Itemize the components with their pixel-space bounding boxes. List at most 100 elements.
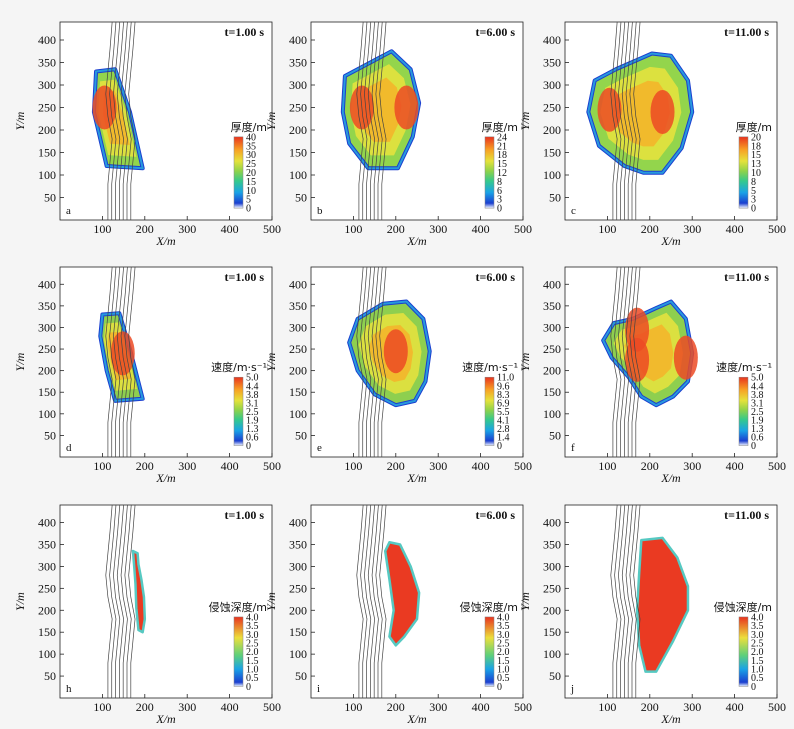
channel-line-1	[109, 505, 117, 698]
x-tick-label: 500	[768, 222, 786, 236]
colorbar-tick: 13	[751, 159, 761, 170]
colorbar	[484, 616, 495, 687]
colorbar-tick: 4.0	[246, 612, 259, 623]
channel-line-6	[379, 22, 387, 220]
y-tick-label: 100	[38, 168, 56, 182]
channel-line-6	[633, 505, 641, 698]
x-tick-label: 400	[472, 222, 490, 236]
hotspot-1	[597, 87, 622, 132]
colorbar-title: 速度/m·s⁻¹	[716, 360, 772, 374]
channel-line-5	[629, 22, 637, 220]
channel-line-5	[124, 505, 132, 698]
x-tick-label: 200	[387, 222, 405, 236]
x-tick-label: 300	[429, 459, 447, 473]
colorbar-tick: 0	[751, 441, 756, 452]
y-tick-label: 100	[289, 407, 307, 421]
panel-a: 100 200 300 400 50050100150200250300350400X/…	[13, 21, 281, 248]
channel-line-0	[610, 22, 618, 220]
x-tick-label: 500	[263, 459, 281, 473]
channel-line-6	[379, 267, 387, 457]
x-axis-label: X/m	[155, 234, 176, 248]
colorbar-tick: 6.9	[497, 398, 510, 409]
x-tick-label: 300	[178, 700, 196, 714]
y-tick-label: 50	[295, 428, 307, 442]
x-tick-label: 300	[178, 459, 196, 473]
hotspot-0	[383, 329, 408, 374]
y-tick-label: 300	[543, 559, 561, 573]
channel-line-3	[621, 22, 629, 220]
y-tick-label: 250	[543, 101, 561, 115]
colorbar-tick: 15	[497, 159, 507, 170]
y-tick-label: 100	[543, 168, 561, 182]
channel-line-2	[618, 22, 626, 220]
colorbar-tick: 8	[497, 177, 502, 188]
y-axis-label: Y/m	[518, 592, 532, 611]
y-tick-label: 250	[289, 581, 307, 595]
y-tick-label: 200	[543, 123, 561, 137]
y-tick-label: 200	[543, 603, 561, 617]
colorbar-tick: 20	[751, 132, 761, 143]
channel-line-5	[375, 22, 383, 220]
y-tick-label: 50	[549, 428, 561, 442]
x-tick-label: 200	[641, 222, 659, 236]
colorbar-tick: 4.0	[497, 612, 510, 623]
x-tick-label: 500	[768, 459, 786, 473]
channel-line-4	[625, 267, 633, 457]
x-tick-label: 500	[768, 700, 786, 714]
colorbar-tick: 4.1	[497, 415, 510, 426]
y-tick-label: 300	[289, 559, 307, 573]
y-tick-label: 300	[38, 78, 56, 92]
colorbar-tick: 4.4	[751, 381, 764, 392]
colorbar-tick: 0	[751, 204, 756, 215]
channel-line-3	[367, 267, 375, 457]
channel-line-1	[109, 22, 117, 220]
y-tick-label: 250	[543, 342, 561, 356]
y-tick-label: 50	[44, 669, 56, 683]
x-tick-label: 400	[472, 459, 490, 473]
plot-area	[91, 22, 145, 220]
colorbar-title: 厚度/m	[482, 120, 518, 134]
colorbar-tick: 2.8	[497, 424, 510, 435]
channel-line-5	[124, 267, 132, 457]
channel-line-3	[116, 505, 124, 698]
colorbar-title: 侵蚀深度/m	[714, 600, 772, 614]
panel-letter: h	[66, 683, 72, 695]
y-tick-label: 200	[38, 603, 56, 617]
x-tick-label: 100	[598, 700, 616, 714]
colorbar-title: 侵蚀深度/m	[209, 600, 267, 614]
y-axis-label: Y/m	[264, 592, 278, 611]
x-tick-label: 100	[344, 459, 362, 473]
colorbar-tick: 3.8	[246, 390, 259, 401]
y-tick-label: 50	[295, 669, 307, 683]
colorbar-tick: 40	[246, 132, 256, 143]
colorbar-tick: 11.0	[497, 373, 514, 384]
y-tick-label: 400	[38, 33, 56, 47]
hotspot-0	[92, 85, 117, 130]
colorbar-tick: 1.3	[246, 424, 259, 435]
channel-line-4	[120, 267, 128, 457]
panel-letter: f	[571, 442, 575, 454]
x-tick-label: 400	[472, 700, 490, 714]
y-tick-label: 250	[38, 101, 56, 115]
y-tick-label: 150	[38, 625, 56, 639]
y-tick-label: 250	[38, 581, 56, 595]
y-tick-label: 200	[543, 364, 561, 378]
x-tick-label: 400	[221, 222, 239, 236]
panel-letter: a	[66, 205, 71, 217]
colorbar-tick: 9.6	[497, 381, 510, 392]
channel-line-6	[128, 22, 136, 220]
flow-region	[131, 549, 147, 634]
channel-line-6	[379, 505, 387, 698]
y-tick-label: 250	[38, 342, 56, 356]
channel-line-2	[113, 22, 121, 220]
colorbar-tick: 30	[246, 150, 256, 161]
y-tick-label: 200	[289, 603, 307, 617]
plot-area	[610, 505, 690, 698]
colorbar	[484, 376, 495, 446]
colorbar-tick: 5.5	[497, 407, 510, 418]
x-tick-label: 200	[387, 700, 405, 714]
time-label: t=6.00 s	[475, 25, 515, 39]
channel-line-0	[356, 22, 364, 220]
y-tick-label: 300	[543, 78, 561, 92]
panel-letter: c	[571, 205, 576, 217]
